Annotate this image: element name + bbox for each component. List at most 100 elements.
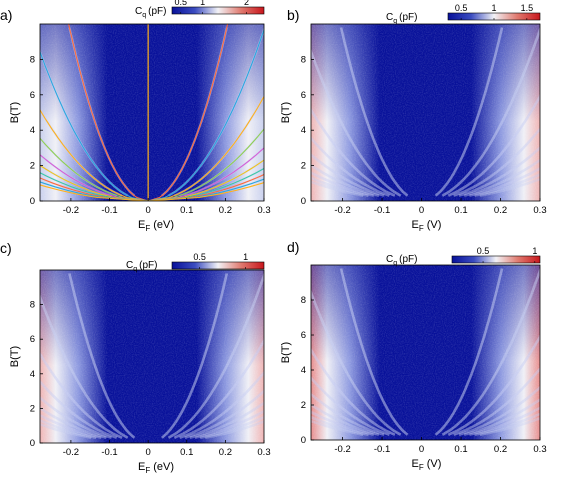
colorbar-title-unit: (pF) xyxy=(148,6,166,17)
x-axis-label: EF (eV) xyxy=(138,461,174,475)
colorbar-title-unit: (pF) xyxy=(139,260,157,271)
colorbar-title: Cq (pF) xyxy=(386,254,417,267)
colorbar xyxy=(171,261,265,270)
colorbar-title-sub: q xyxy=(142,12,146,19)
colorbar-tick-label: 0.5 xyxy=(175,0,188,7)
colorbar-tick-label: 1 xyxy=(243,252,248,262)
noise-overlay xyxy=(40,270,264,443)
y-tick-label: 0 xyxy=(30,438,35,449)
fit-curve xyxy=(147,24,229,201)
y-tick-label: 0 xyxy=(301,196,306,207)
x-axis-label-unit: (V) xyxy=(427,458,442,470)
x-axis-label-main: E xyxy=(138,219,145,231)
colorbar-tick-label: 1 xyxy=(532,246,537,256)
noise-overlay xyxy=(311,265,540,440)
colorbar-title: Cq (pF) xyxy=(126,260,157,273)
x-axis-label-main: E xyxy=(412,458,419,470)
colorbar-tick-label: 0.5 xyxy=(455,3,468,13)
fit-curve xyxy=(68,24,149,201)
fit-curve xyxy=(148,128,264,201)
landau-level-red-stripe xyxy=(578,265,581,370)
y-tick-label: 4 xyxy=(30,369,35,380)
colorbar-tick-label: 1 xyxy=(200,0,205,7)
colorbar-tick-label: 2 xyxy=(244,0,249,7)
plot-frame xyxy=(310,264,541,441)
y-axis-label: B(T) xyxy=(280,342,292,363)
landau-level-red-stripe xyxy=(578,24,581,130)
fit-curve xyxy=(148,167,264,201)
y-tick-label: 2 xyxy=(301,400,306,411)
y-tick-label: 2 xyxy=(30,161,35,172)
colorbar-title-unit: (pF) xyxy=(399,254,417,265)
x-tick-label: 0.3 xyxy=(533,205,546,216)
y-tick-label: 4 xyxy=(301,125,306,136)
x-axis-label-sub: F xyxy=(419,463,424,472)
x-tick-label: -0.2 xyxy=(63,205,79,216)
x-tick-label: -0.1 xyxy=(374,444,390,455)
y-tick-label: 8 xyxy=(30,300,35,311)
x-axis-label: EF (V) xyxy=(412,219,442,233)
x-axis-label-sub: F xyxy=(145,224,150,233)
y-tick-label: 8 xyxy=(301,295,306,306)
plot-frame xyxy=(39,23,265,202)
fit-curve xyxy=(147,27,264,201)
colorbar-title-main: C xyxy=(386,254,393,265)
x-tick-label: -0.1 xyxy=(374,205,390,216)
heatmap-area xyxy=(40,24,264,201)
heatmap-area xyxy=(311,265,581,440)
noise-overlay xyxy=(40,24,264,201)
x-axis-label-unit: (V) xyxy=(427,219,442,231)
x-axis-label-unit: (eV) xyxy=(153,219,174,231)
x-tick-label: -0.1 xyxy=(101,205,117,216)
colorbar-tick-label: 1.5 xyxy=(521,3,534,13)
y-tick-label: 8 xyxy=(30,54,35,65)
fit-curve xyxy=(40,154,149,201)
x-axis-label-main: E xyxy=(412,219,419,231)
x-tick-label: 0.3 xyxy=(257,205,270,216)
colorbar-title-main: C xyxy=(135,6,142,17)
x-axis-label-sub: F xyxy=(145,466,150,475)
noise-overlay xyxy=(311,24,540,201)
y-tick-label: 0 xyxy=(30,196,35,207)
x-tick-label: -0.2 xyxy=(334,205,350,216)
x-tick-label: 0 xyxy=(419,444,424,455)
y-tick-label: 6 xyxy=(301,330,306,341)
fit-curve xyxy=(148,95,264,201)
heatmap-area xyxy=(311,24,581,201)
panel-label: d) xyxy=(287,239,299,255)
x-tick-label: 0.1 xyxy=(454,444,467,455)
colorbar-title: Cq (pF) xyxy=(386,12,417,25)
colorbar-title: Cq (pF) xyxy=(135,6,166,19)
x-axis-label-main: E xyxy=(138,461,145,473)
panel-label: a) xyxy=(0,7,12,23)
fit-curve xyxy=(40,108,149,201)
x-tick-label: 0.1 xyxy=(180,205,193,216)
y-axis-label: B(T) xyxy=(9,102,21,123)
panel-1: -0.2 -0.1 0 0.1 0.2 0.3 0 2 4 6 8 EF (eV) B(T) a) Cq (pF… xyxy=(0,0,271,233)
colorbar-tick-label: 0.5 xyxy=(193,252,206,262)
colorbar-tick-label: 0.5 xyxy=(477,246,490,256)
fit-curve xyxy=(148,159,264,201)
x-tick-label: 0.2 xyxy=(219,447,232,458)
x-tick-label: 0.1 xyxy=(454,205,467,216)
x-tick-label: 0.2 xyxy=(494,444,507,455)
x-tick-label: -0.2 xyxy=(334,444,350,455)
fit-curve xyxy=(40,137,149,201)
colorbar-tick-label: 1 xyxy=(491,3,496,13)
y-tick-label: 8 xyxy=(301,54,306,65)
x-tick-label: -0.2 xyxy=(63,447,79,458)
y-tick-label: 4 xyxy=(30,125,35,136)
panel-label: c) xyxy=(0,240,12,256)
x-tick-label: 0.3 xyxy=(533,444,546,455)
y-axis-label: B(T) xyxy=(9,346,21,367)
x-tick-label: 0.3 xyxy=(257,447,270,458)
y-tick-label: 0 xyxy=(301,435,306,446)
y-tick-label: 4 xyxy=(301,365,306,376)
y-tick-label: 6 xyxy=(30,334,35,345)
x-tick-label: 0 xyxy=(145,447,150,458)
x-tick-label: 0 xyxy=(145,205,150,216)
colorbar-title-sub: q xyxy=(393,260,397,267)
x-axis-label-sub: F xyxy=(419,224,424,233)
colorbar-title-main: C xyxy=(386,12,393,23)
